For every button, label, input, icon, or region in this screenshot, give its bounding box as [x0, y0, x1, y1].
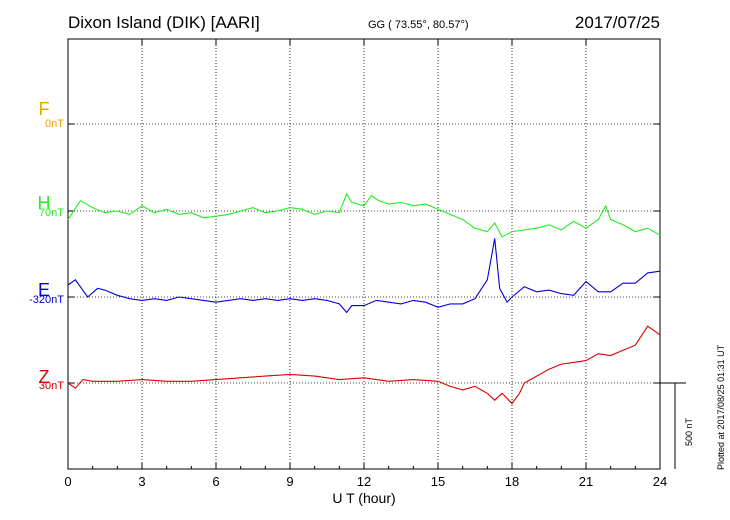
x-tick-label: 0	[64, 474, 71, 489]
plotted-at-note: Plotted at 2017/08/25 01:31 UT	[716, 344, 726, 470]
plot-frame	[67, 38, 661, 470]
grid-lines	[68, 39, 660, 469]
component-label-h: H	[38, 193, 51, 213]
x-tick-label: 12	[357, 474, 371, 489]
component-baseline-f: 0nT	[45, 118, 64, 130]
x-axis-label: U T (hour)	[332, 490, 395, 506]
x-ticks: 0 3 6 9 12 15 18 21 24	[64, 39, 667, 489]
component-baseline-e: -320nT	[29, 294, 64, 306]
x-tick-label: 15	[431, 474, 445, 489]
x-tick-label: 18	[505, 474, 519, 489]
component-label-f: F	[39, 99, 50, 119]
scale-bar-label: 500 nT	[684, 417, 694, 446]
component-label-z: Z	[39, 367, 50, 387]
date-label: 2017/07/25	[575, 13, 660, 32]
component-label-e: E	[38, 280, 50, 300]
x-tick-label: 6	[212, 474, 219, 489]
component-baseline-z: 30nT	[39, 380, 64, 392]
trace-z	[67, 325, 661, 405]
trace-e	[67, 238, 661, 314]
traces	[67, 192, 661, 405]
x-tick-label: 3	[138, 474, 145, 489]
coordinates-label: GG ( 73.55°, 80.57°)	[368, 19, 469, 31]
station-title: Dixon Island (DIK) [AARI]	[68, 13, 260, 32]
x-tick-label: 24	[653, 474, 667, 489]
trace-h	[67, 192, 661, 238]
x-tick-label: 9	[286, 474, 293, 489]
component-baseline-h: 70nT	[39, 207, 64, 219]
scale-bar: 500 nT	[660, 382, 694, 469]
x-tick-label: 21	[579, 474, 593, 489]
